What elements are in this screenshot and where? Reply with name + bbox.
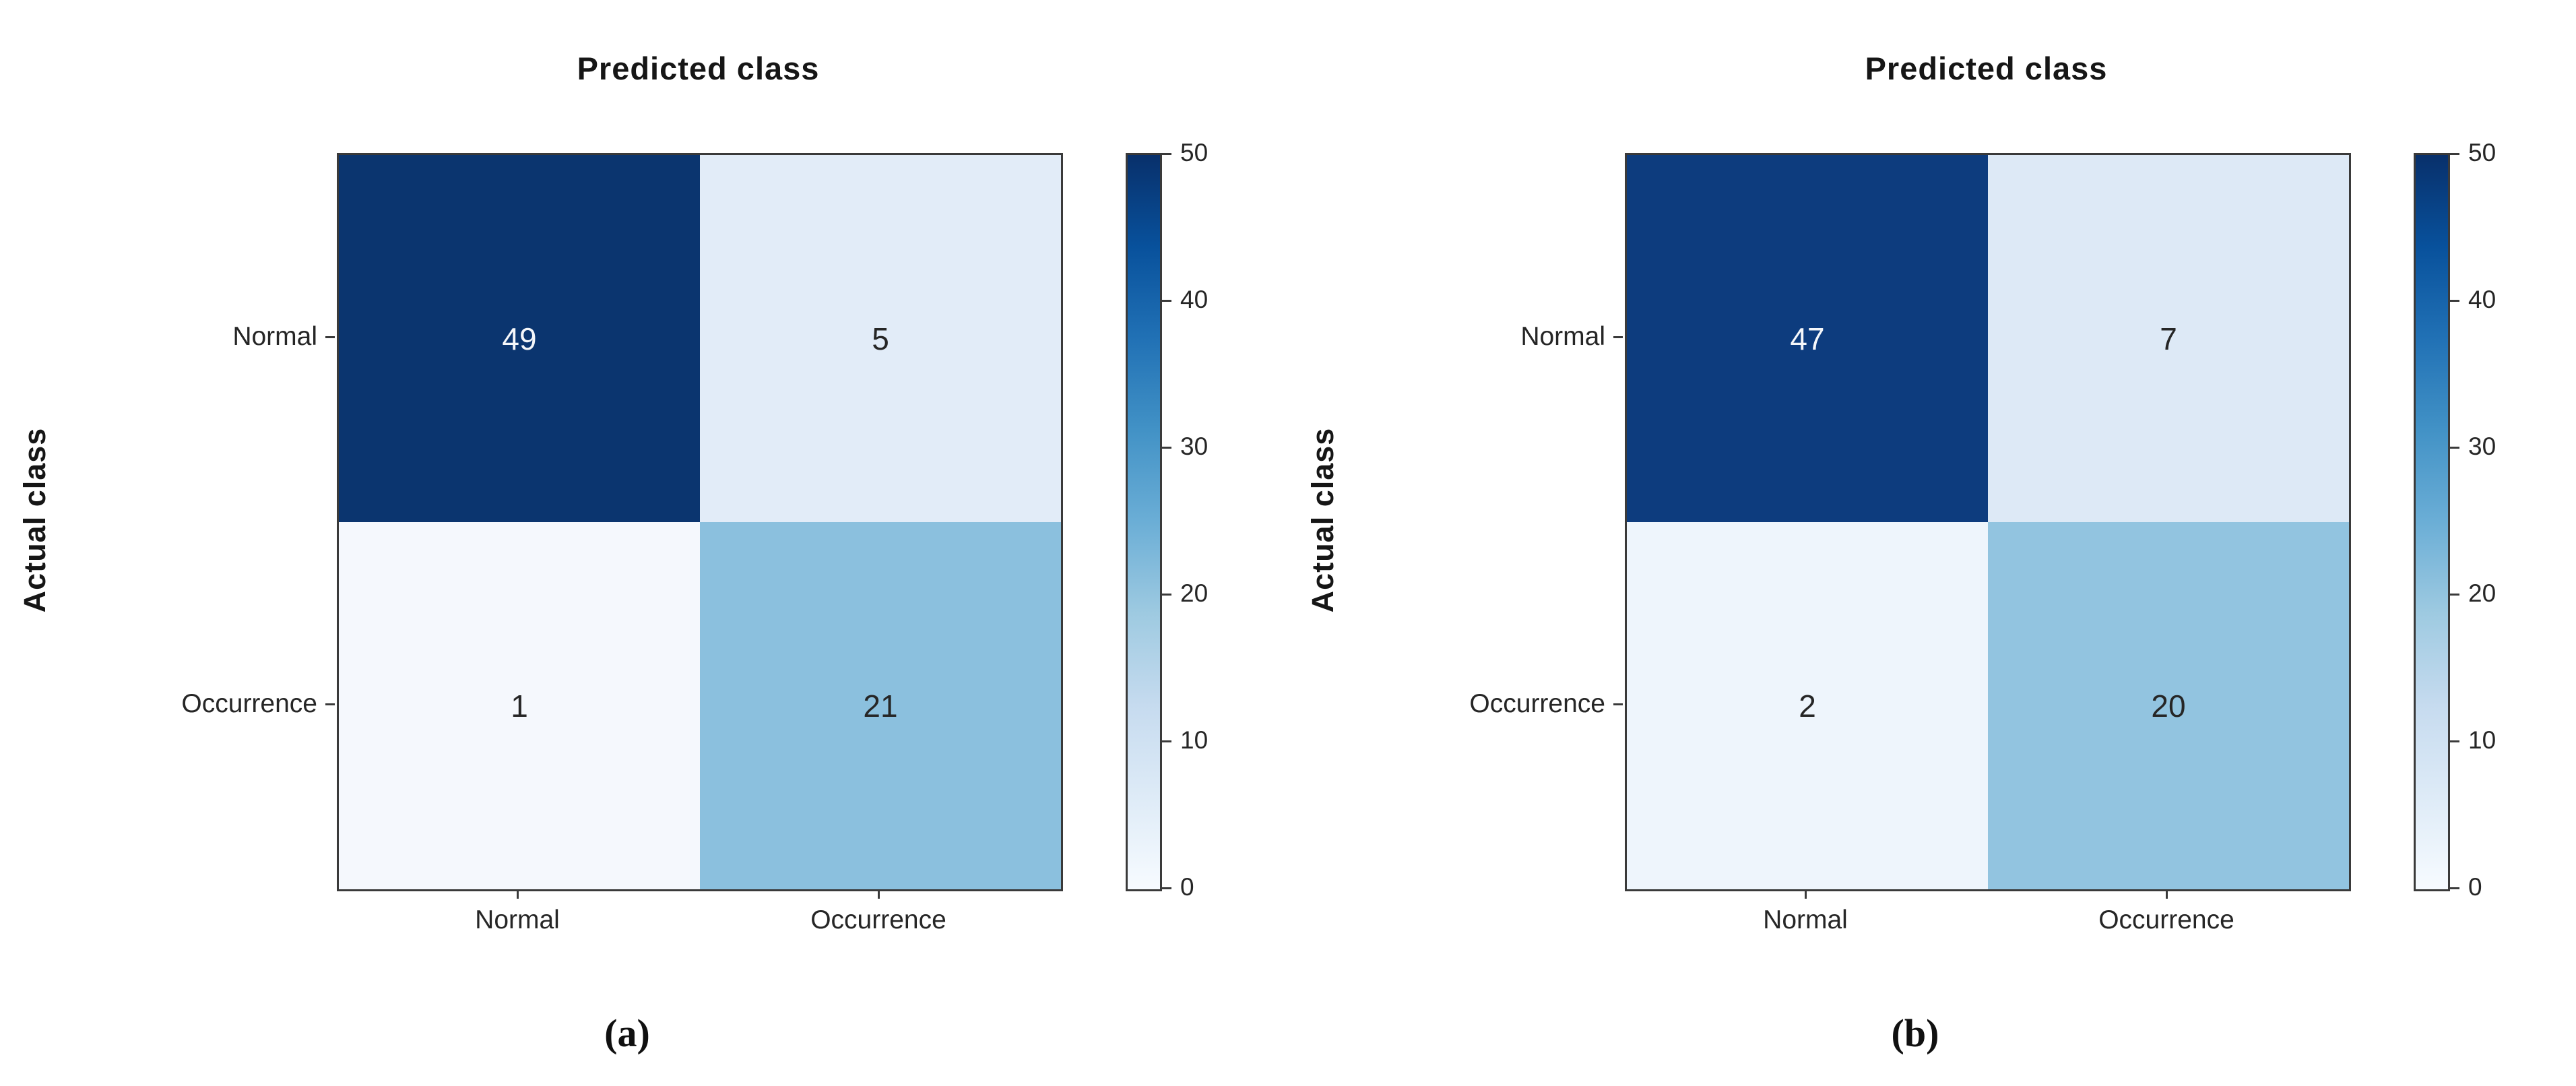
panel-b-y-axis-label: Actual class (1306, 427, 1340, 613)
ytick-label: Normal (232, 322, 317, 351)
colorbar-label-0: 0 (1180, 873, 1194, 901)
panel-a-heatmap: 49 5 1 21 (337, 153, 1063, 891)
colorbar-tick (1162, 153, 1171, 155)
ytick-label: Occurrence (1469, 689, 1605, 718)
cell-normal-occurrence: 5 (700, 155, 1061, 522)
panel-a-ytick-occurrence: Occurrence (0, 684, 335, 724)
panel-b-heatmap: 47 7 2 20 (1625, 153, 2351, 891)
ytick-label: Occurrence (181, 689, 317, 718)
colorbar-label-20: 20 (2468, 579, 2497, 607)
xtick-label: Occurrence (810, 905, 946, 934)
panel-b-title: Predicted class (1865, 51, 2108, 86)
ytick-label: Normal (1520, 322, 1605, 351)
panel-a-ytick-normal: Normal (0, 317, 335, 357)
tick-mark (877, 889, 880, 899)
xtick-label: Normal (1763, 905, 1848, 934)
colorbar-tick (1162, 300, 1171, 302)
panel-b-colorbar (2414, 153, 2450, 891)
cell-normal-normal: 49 (339, 155, 700, 522)
confusion-matrix-panel-b: Predicted class Actual class Normal Occu… (1288, 0, 2576, 1086)
colorbar-label-10: 10 (1180, 726, 1209, 754)
colorbar-tick (2450, 447, 2459, 449)
colorbar-label-20: 20 (1180, 579, 1209, 607)
colorbar-label-30: 30 (2468, 433, 2497, 460)
xtick-label: Occurrence (2098, 905, 2234, 934)
cell-occurrence-occurrence: 20 (1988, 522, 2349, 889)
confusion-matrix-panel-a: Predicted class Actual class Normal Occu… (0, 51, 1209, 1055)
cell-normal-occurrence: 7 (1988, 155, 2349, 522)
tick-mark (1613, 336, 1623, 338)
colorbar-tick (2450, 594, 2459, 596)
cell-occurrence-normal: 2 (1627, 522, 1988, 889)
tick-mark (325, 336, 335, 338)
colorbar-label-40: 40 (1180, 286, 1209, 313)
tick-mark (1804, 889, 1807, 899)
panel-b-xtick-occurrence: Occurrence (2052, 889, 2281, 935)
colorbar-tick (1162, 594, 1171, 596)
cell-normal-normal: 47 (1627, 155, 1988, 522)
colorbar-tick (1162, 887, 1171, 889)
colorbar-tick (2450, 300, 2459, 302)
panel-b-caption: (b) (1891, 1011, 1939, 1055)
colorbar-tick (2450, 740, 2459, 742)
panel-a-y-axis-label: Actual class (18, 427, 52, 613)
colorbar-label-50: 50 (2468, 139, 2497, 166)
colorbar-tick (2450, 153, 2459, 155)
colorbar-tick (1162, 447, 1171, 449)
panel-a-xtick-normal: Normal (403, 889, 632, 935)
colorbar-label-30: 30 (1180, 433, 1209, 460)
panel-a-caption: (a) (604, 1011, 650, 1055)
tick-mark (516, 889, 519, 899)
panel-a-colorbar (1126, 153, 1162, 891)
tick-mark (2165, 889, 2168, 899)
panel-b-ytick-normal: Normal (1288, 317, 1623, 357)
panel-a-xtick-occurrence: Occurrence (764, 889, 993, 935)
colorbar-tick (1162, 740, 1171, 742)
panel-b-xtick-normal: Normal (1691, 889, 1920, 935)
colorbar-label-10: 10 (2468, 726, 2497, 754)
xtick-label: Normal (475, 905, 560, 934)
tick-mark (325, 703, 335, 705)
cell-occurrence-occurrence: 21 (700, 522, 1061, 889)
panel-a-title: Predicted class (577, 51, 820, 86)
panel-b-ytick-occurrence: Occurrence (1288, 684, 1623, 724)
colorbar-label-0: 0 (2468, 873, 2482, 901)
tick-mark (1613, 703, 1623, 705)
cell-occurrence-normal: 1 (339, 522, 700, 889)
colorbar-tick (2450, 887, 2459, 889)
colorbar-label-50: 50 (1180, 139, 1209, 166)
colorbar-label-40: 40 (2468, 286, 2497, 313)
